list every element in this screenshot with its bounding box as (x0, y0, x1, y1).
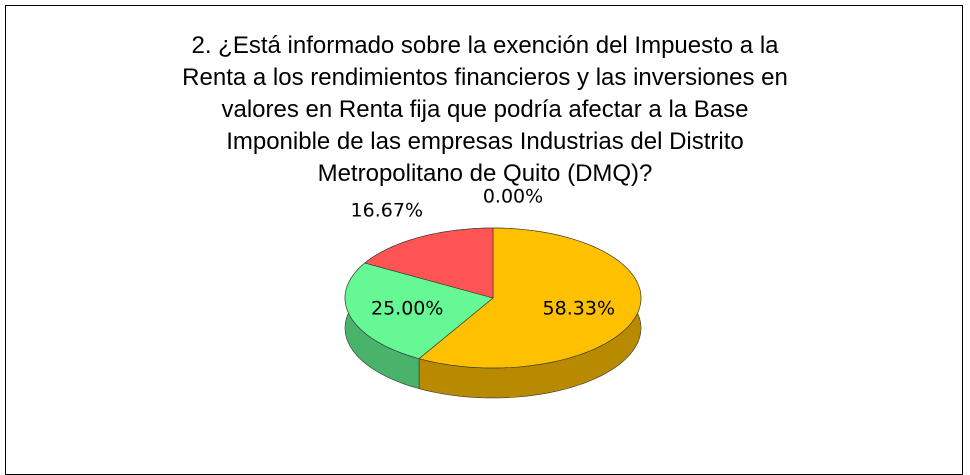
data-label: 16.67% (351, 200, 423, 222)
data-label: 0.00% (483, 186, 543, 208)
pie-slice (344, 262, 494, 359)
data-label: 25.00% (371, 297, 443, 319)
pie-slice (418, 227, 642, 369)
chart-title: 2. ¿Está informado sobre la exención del… (182, 32, 788, 187)
data-label: 58.33% (543, 297, 615, 319)
pie-slice (364, 227, 494, 299)
